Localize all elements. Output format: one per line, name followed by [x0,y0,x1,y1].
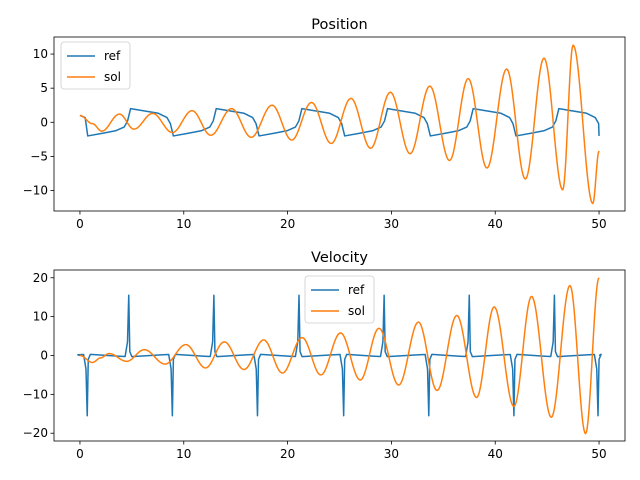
position-chart-title: Position [311,17,367,33]
velocity-legend: ref sol [304,275,375,324]
series-line-sol [79,277,600,435]
y-tick-label: −10 [23,184,48,198]
velocity-y-ticks: −20 −10 0 10 20 [23,271,54,440]
x-tick-label: 50 [591,447,606,461]
x-tick-label: 0 [76,447,84,461]
position-series-lines [79,44,600,205]
velocity-chart-title: Velocity [311,250,368,266]
velocity-series-lines [77,277,602,435]
y-tick-label: 20 [33,271,48,285]
y-tick-label: 5 [40,81,48,95]
y-tick-label: 0 [40,115,48,129]
position-legend: ref sol [60,41,131,90]
position-chart: Position 0 10 20 30 40 50 −10 −5 0 5 10 ref sol [23,17,626,231]
y-tick-label: 10 [33,310,48,324]
series-line-ref [79,107,600,137]
x-tick-label: 40 [488,447,503,461]
series-line-sol [79,44,600,205]
x-tick-label: 10 [176,447,191,461]
y-tick-label: 0 [40,349,48,363]
y-tick-label: 10 [33,47,48,61]
position-legend-sol-label: sol [104,70,121,84]
x-tick-label: 50 [591,217,606,231]
x-tick-label: 30 [384,217,399,231]
velocity-legend-sol-label: sol [348,304,365,318]
position-x-ticks: 0 10 20 30 40 50 [76,211,607,231]
x-tick-label: 10 [176,217,191,231]
y-tick-label: −10 [23,387,48,401]
velocity-legend-ref-label: ref [348,283,365,297]
position-y-ticks: −10 −5 0 5 10 [23,47,54,198]
position-axes-frame [53,36,626,212]
x-tick-label: 0 [76,217,84,231]
y-tick-label: −20 [23,426,48,440]
x-tick-label: 20 [280,217,295,231]
position-legend-ref-label: ref [104,49,121,63]
velocity-x-ticks: 0 10 20 30 40 50 [76,441,607,461]
velocity-chart: Velocity 0 10 20 30 40 50 −20 −10 0 10 20 ref sol [23,250,626,461]
series-line-ref [77,294,602,417]
x-tick-label: 30 [384,447,399,461]
x-tick-label: 20 [280,447,295,461]
y-tick-label: −5 [30,149,48,163]
x-tick-label: 40 [488,217,503,231]
